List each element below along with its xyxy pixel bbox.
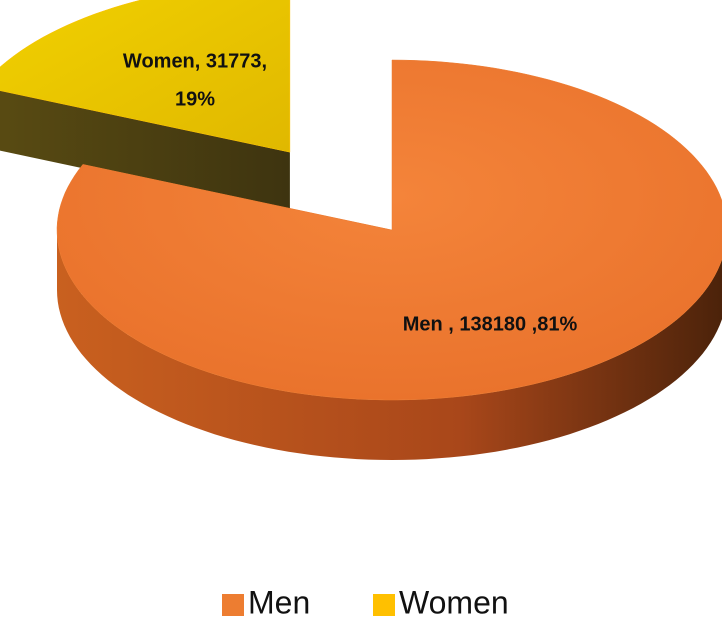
slice-cut-face xyxy=(0,90,290,213)
pie-slice xyxy=(56,59,722,401)
slice-side xyxy=(57,230,722,460)
legend-swatch xyxy=(373,594,395,616)
data-label: Women, 31773, xyxy=(123,50,267,72)
data-label: Men , 138180 ,81% xyxy=(403,313,578,335)
legend-label: Men xyxy=(248,584,310,618)
pie-slice xyxy=(0,0,291,153)
legend-swatch xyxy=(222,594,244,616)
legend-label: Women xyxy=(399,584,509,618)
data-label: 19% xyxy=(175,88,215,110)
